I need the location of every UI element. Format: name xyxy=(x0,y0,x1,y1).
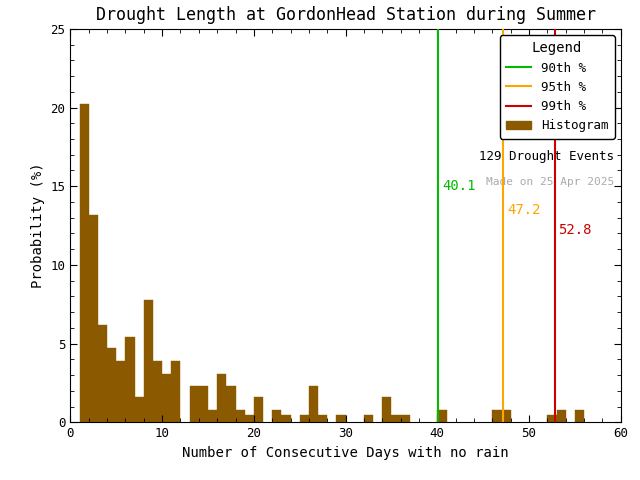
Bar xyxy=(107,348,116,422)
Bar xyxy=(382,397,392,422)
Bar xyxy=(575,410,584,422)
Bar xyxy=(172,361,180,422)
Bar xyxy=(189,386,199,422)
Bar xyxy=(217,373,227,422)
Bar xyxy=(309,386,318,422)
Bar xyxy=(492,410,502,422)
Text: 40.1: 40.1 xyxy=(442,179,476,193)
Bar xyxy=(318,415,327,422)
Bar xyxy=(153,361,162,422)
Bar xyxy=(557,410,566,422)
Title: Drought Length at GordonHead Station during Summer: Drought Length at GordonHead Station dur… xyxy=(95,6,596,24)
Bar xyxy=(144,300,153,422)
Bar xyxy=(125,337,134,422)
Bar xyxy=(502,410,511,422)
Bar xyxy=(547,415,557,422)
Text: 47.2: 47.2 xyxy=(507,203,541,217)
X-axis label: Number of Consecutive Days with no rain: Number of Consecutive Days with no rain xyxy=(182,446,509,460)
Bar xyxy=(300,415,309,422)
Y-axis label: Probability (%): Probability (%) xyxy=(31,163,45,288)
Bar xyxy=(244,415,254,422)
Bar xyxy=(89,215,98,422)
Bar xyxy=(116,361,125,422)
Bar xyxy=(282,415,291,422)
Bar xyxy=(208,410,217,422)
Bar xyxy=(98,325,107,422)
Text: Made on 25 Apr 2025: Made on 25 Apr 2025 xyxy=(486,177,614,187)
Bar xyxy=(79,104,89,422)
Bar xyxy=(364,415,373,422)
Bar xyxy=(254,397,263,422)
Legend: 90th %, 95th %, 99th %, Histogram: 90th %, 95th %, 99th %, Histogram xyxy=(500,35,614,139)
Bar xyxy=(401,415,410,422)
Text: 129 Drought Events: 129 Drought Events xyxy=(479,150,614,163)
Bar xyxy=(437,410,447,422)
Bar xyxy=(199,386,208,422)
Bar xyxy=(227,386,236,422)
Bar xyxy=(392,415,401,422)
Bar xyxy=(272,410,282,422)
Text: 52.8: 52.8 xyxy=(559,223,592,237)
Bar xyxy=(337,415,346,422)
Bar xyxy=(236,410,244,422)
Bar xyxy=(134,397,144,422)
Bar xyxy=(162,373,172,422)
